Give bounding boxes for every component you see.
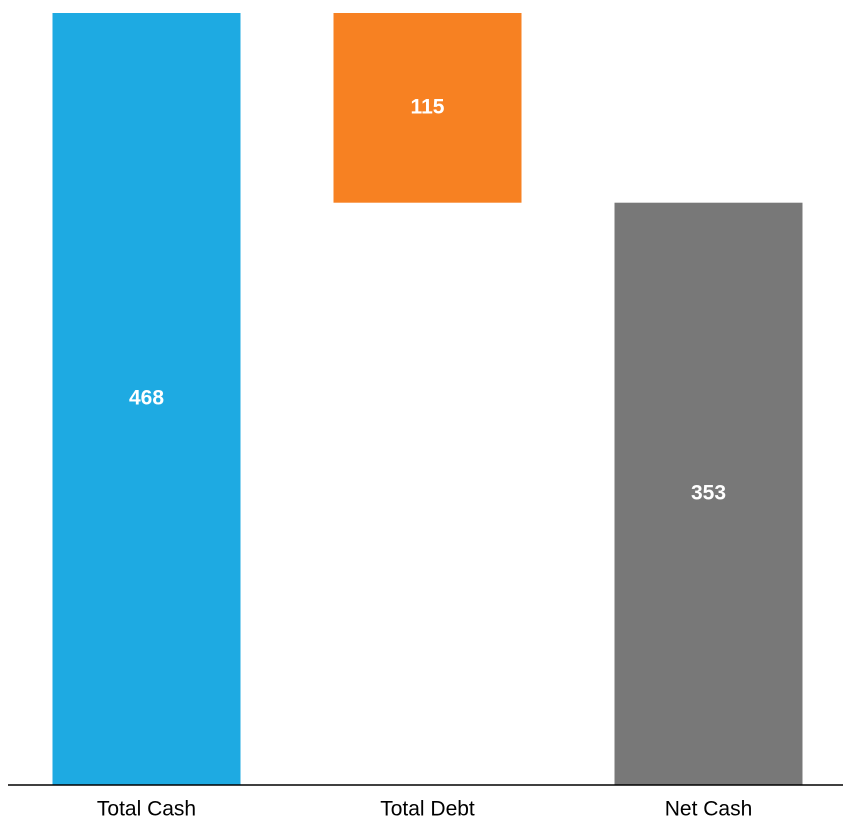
value-label: 353	[691, 481, 726, 504]
x-tick-label: Total Cash	[97, 798, 196, 821]
x-tick-label: Net Cash	[665, 798, 753, 821]
value-label: 468	[129, 387, 164, 410]
bar	[614, 202, 803, 785]
bar	[333, 13, 522, 203]
value-label: 115	[411, 95, 445, 118]
x-tick-label: Total Debt	[380, 798, 475, 821]
bar	[52, 13, 241, 785]
